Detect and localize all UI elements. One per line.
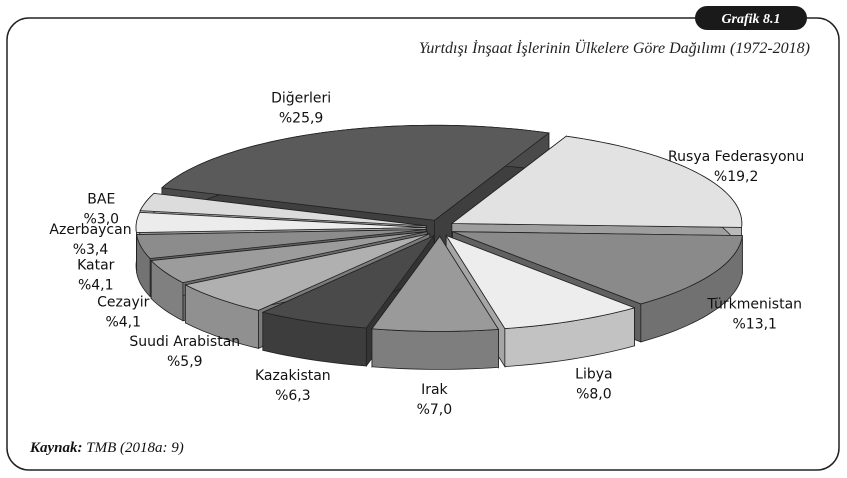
source-text: TMB (2018a: 9) [86, 440, 184, 456]
slice-label: Azerbaycan [49, 222, 131, 238]
slice [135, 211, 427, 233]
slice [139, 192, 427, 227]
badge-bg [695, 6, 807, 30]
value-label: %7,0 [417, 402, 453, 418]
slice-label: Türkmenistan [706, 296, 802, 312]
slice [136, 229, 427, 259]
slice [150, 231, 428, 284]
value-label: %13,1 [732, 316, 776, 332]
slice-label: Libya [575, 367, 612, 383]
slice [445, 234, 636, 329]
value-label: %25,9 [279, 110, 323, 126]
slice-label: Irak [421, 382, 448, 398]
source-label: Kaynak: [29, 440, 83, 456]
slice-label: Katar [77, 257, 115, 273]
chart-title: Yurtdışı İnşaat İşlerinin Ülkelere Göre … [419, 39, 810, 57]
slice [371, 235, 500, 332]
slice-label: Suudi Arabistan [129, 334, 240, 350]
source: Kaynak: TMB (2018a: 9) [29, 440, 184, 456]
slice-side [371, 328, 499, 370]
value-label: %4,1 [78, 277, 114, 293]
slice-label: BAE [87, 192, 115, 208]
value-label: %5,9 [167, 354, 203, 370]
slice [452, 231, 743, 305]
slice-label: Diğerleri [271, 90, 331, 106]
slice-label: Rusya Federasyonu [668, 149, 804, 165]
value-label: %3,4 [73, 242, 109, 258]
value-label: %6,3 [275, 388, 311, 404]
slice [160, 124, 550, 221]
slice [450, 135, 743, 228]
slice [184, 233, 430, 311]
slice-label: Cezayir [97, 295, 149, 311]
value-label: %8,0 [576, 387, 612, 403]
value-label: %19,2 [714, 169, 758, 185]
pie [135, 124, 743, 370]
slice [261, 234, 436, 329]
badge: Grafik 8.1 [721, 12, 780, 27]
value-label: %3,0 [84, 212, 120, 228]
value-label: %4,1 [105, 315, 141, 331]
slice-label: Kazakistan [255, 368, 331, 384]
